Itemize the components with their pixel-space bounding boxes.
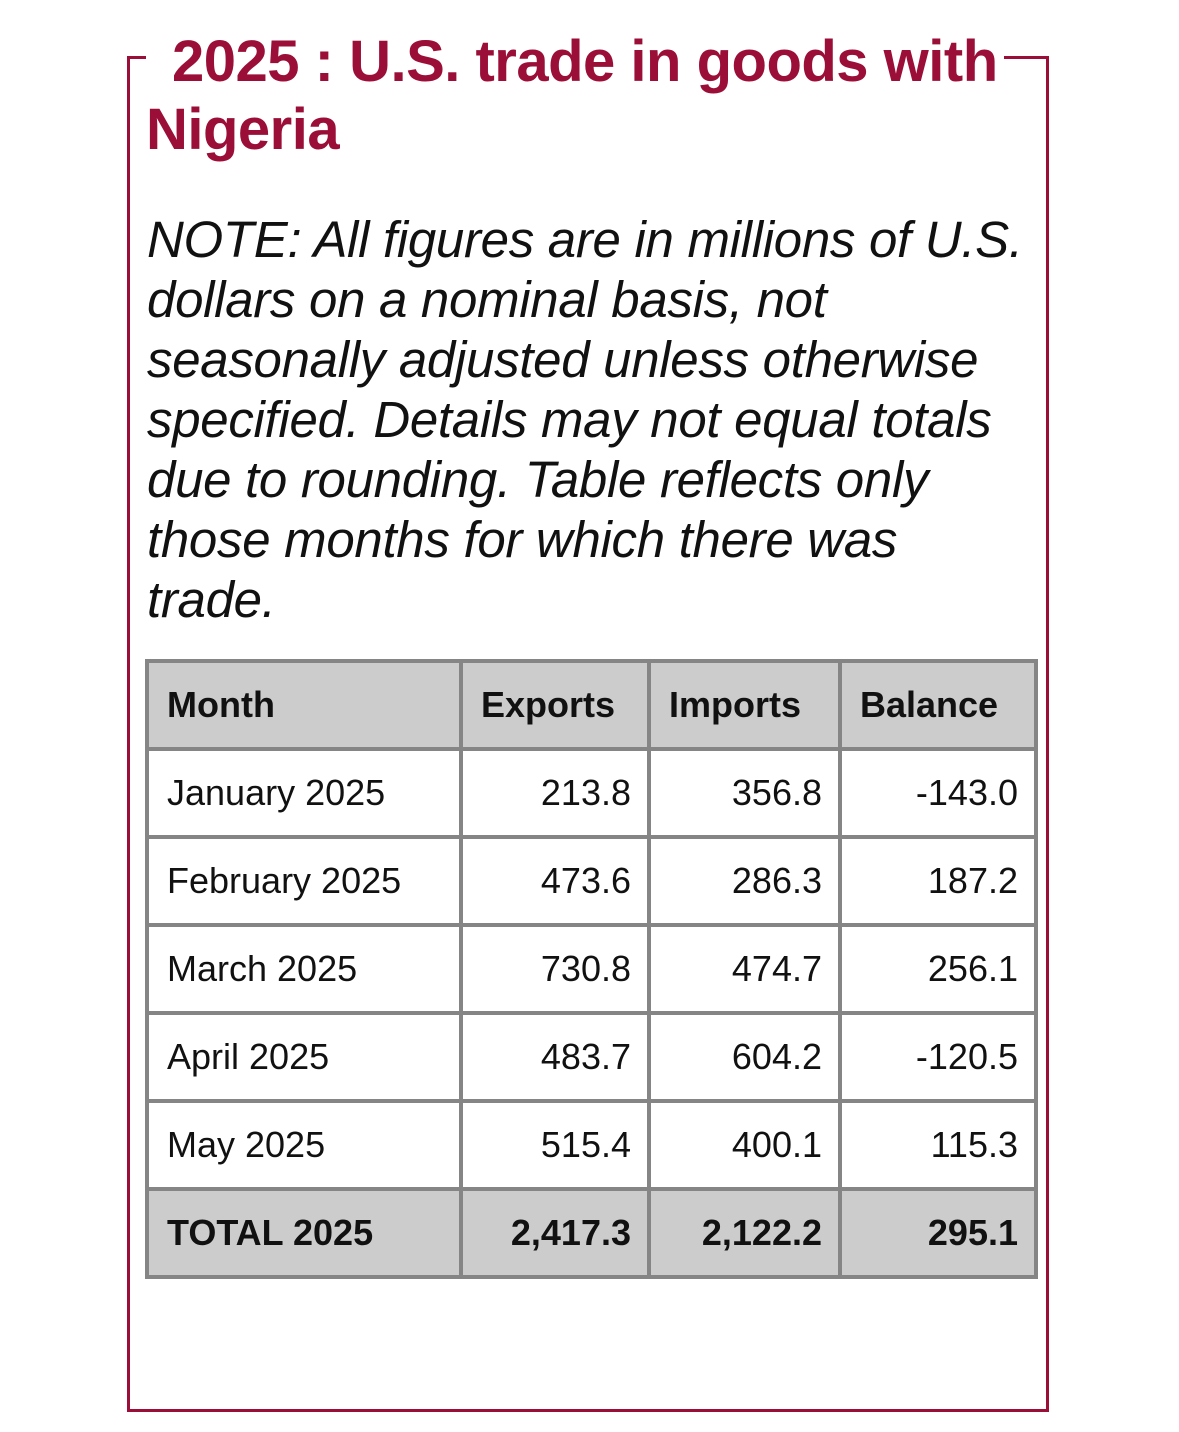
title-line-2: Nigeria: [146, 97, 340, 162]
cell-exports: 473.6: [459, 835, 651, 927]
cell-month: May 2025: [145, 1099, 463, 1191]
table-total-row: TOTAL 2025 2,417.3 2,122.2 295.1: [145, 1187, 1038, 1279]
cell-total-label: TOTAL 2025: [145, 1187, 463, 1279]
title-line-1: 2025 : U.S. trade in goods with: [146, 28, 1004, 96]
cell-imports: 474.7: [647, 923, 842, 1015]
trade-table: Month Exports Imports Balance January 20…: [145, 659, 1038, 1279]
column-header-exports: Exports: [459, 659, 651, 751]
cell-month: January 2025: [145, 747, 463, 839]
cell-total-balance: 295.1: [838, 1187, 1038, 1279]
column-header-month: Month: [145, 659, 463, 751]
cell-exports: 515.4: [459, 1099, 651, 1191]
cell-imports: 604.2: [647, 1011, 842, 1103]
cell-exports: 483.7: [459, 1011, 651, 1103]
table-row: March 2025 730.8 474.7 256.1: [145, 923, 1038, 1015]
cell-month: March 2025: [145, 923, 463, 1015]
column-header-imports: Imports: [647, 659, 842, 751]
cell-total-exports: 2,417.3: [459, 1187, 651, 1279]
cell-balance: 115.3: [838, 1099, 1038, 1191]
cell-balance: -120.5: [838, 1011, 1038, 1103]
column-header-balance: Balance: [838, 659, 1038, 751]
cell-balance: 256.1: [838, 923, 1038, 1015]
cell-total-imports: 2,122.2: [647, 1187, 842, 1279]
cell-imports: 286.3: [647, 835, 842, 927]
cell-balance: -143.0: [838, 747, 1038, 839]
note-text: NOTE: All figures are in millions of U.S…: [147, 211, 1023, 628]
cell-balance: 187.2: [838, 835, 1038, 927]
table-row: January 2025 213.8 356.8 -143.0: [145, 747, 1038, 839]
cell-month: February 2025: [145, 835, 463, 927]
page-title: 2025 : U.S. trade in goods with Nigeria: [146, 28, 1036, 164]
cell-imports: 400.1: [647, 1099, 842, 1191]
table-row: April 2025 483.7 604.2 -120.5: [145, 1011, 1038, 1103]
cell-exports: 213.8: [459, 747, 651, 839]
table-row: May 2025 515.4 400.1 115.3: [145, 1099, 1038, 1191]
cell-exports: 730.8: [459, 923, 651, 1015]
table-header-row: Month Exports Imports Balance: [145, 659, 1038, 751]
cell-month: April 2025: [145, 1011, 463, 1103]
table-row: February 2025 473.6 286.3 187.2: [145, 835, 1038, 927]
cell-imports: 356.8: [647, 747, 842, 839]
